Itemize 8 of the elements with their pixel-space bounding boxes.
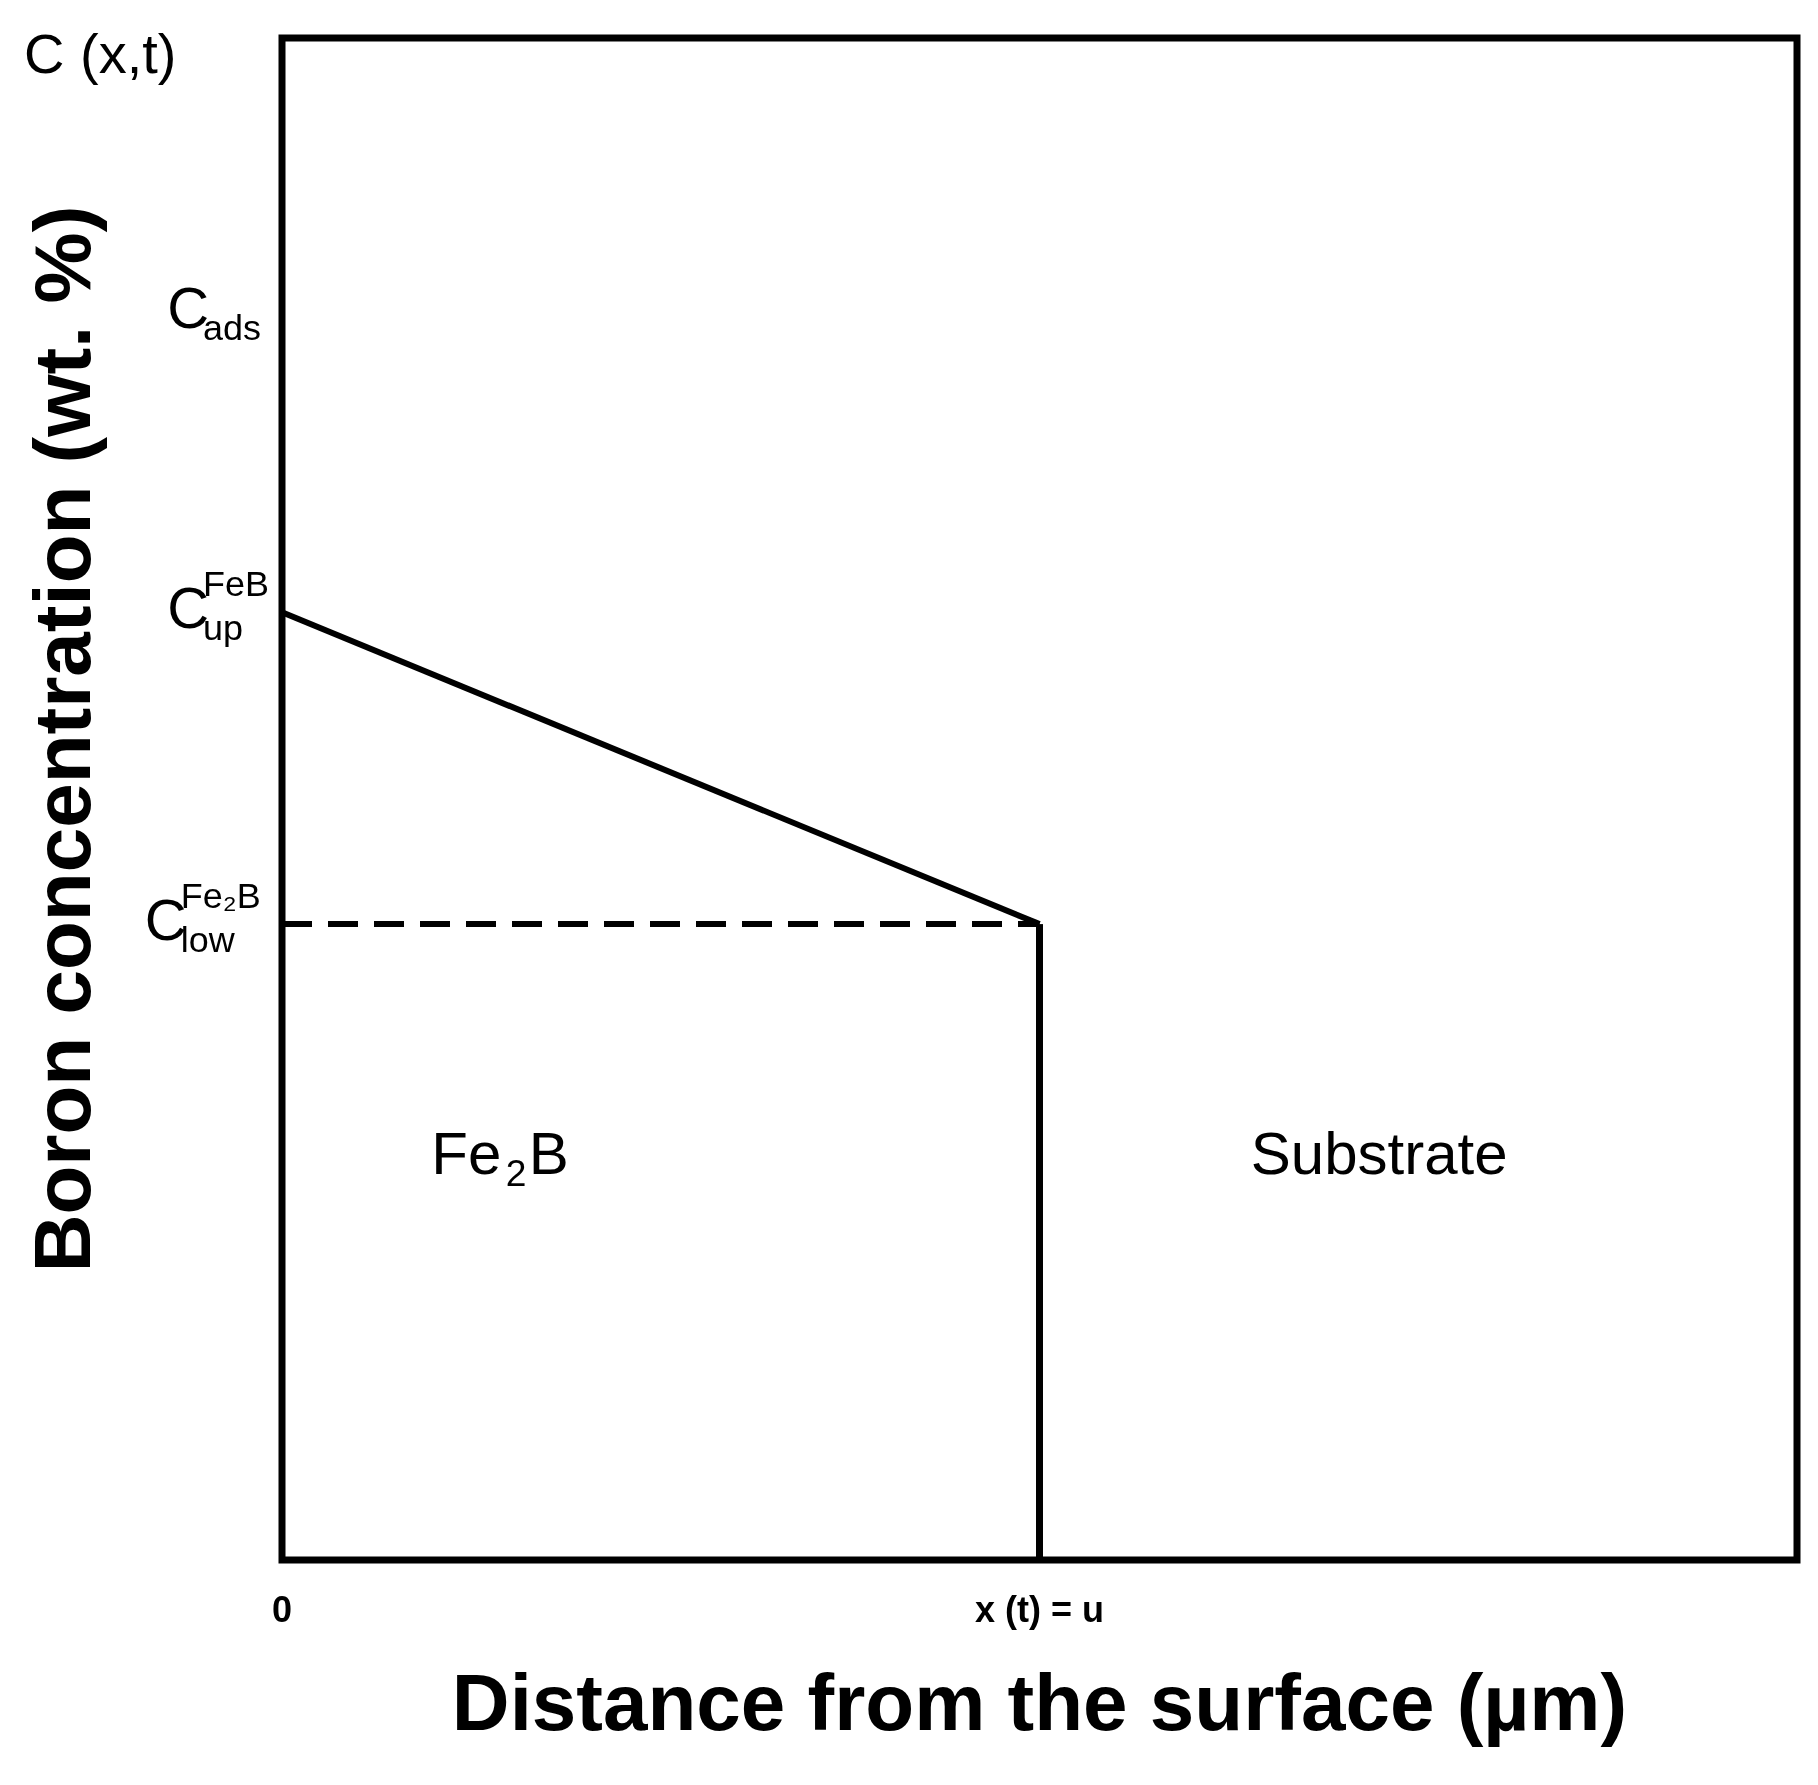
text: C$_{ads}$ [167, 275, 262, 348]
x-tick-label: 0 [271, 1589, 293, 1630]
y-axis-title: Boron concentration (wt. %) [18, 205, 107, 1273]
annotation: Substrate [1250, 1119, 1508, 1187]
text: C (x,t) [24, 21, 177, 85]
x-tick-label: x (t) = u [974, 1589, 1105, 1630]
annotation: Fe$_{2}$B [431, 1119, 569, 1194]
x-axis-title: Distance from the surface (µm) [451, 1658, 1628, 1747]
